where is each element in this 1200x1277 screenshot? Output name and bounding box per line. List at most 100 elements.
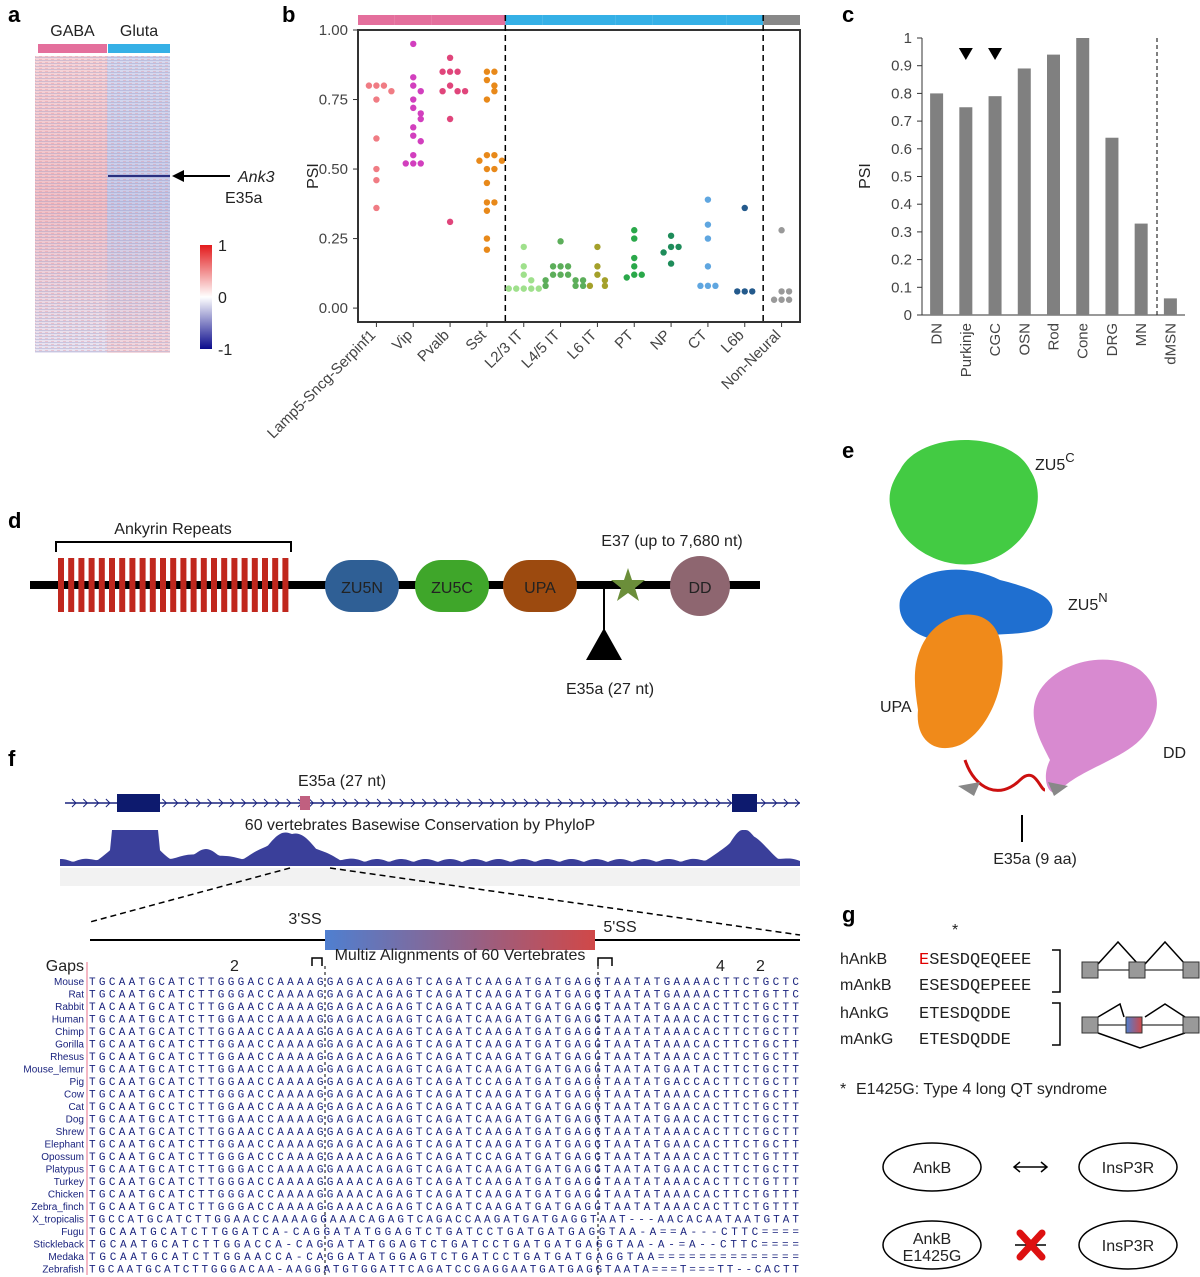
chevron [331,798,337,808]
exon [732,794,757,812]
bar [959,107,973,315]
gap-mark: 2 [756,958,765,975]
y-tick-label: 0.5 [891,169,912,186]
point [483,179,491,187]
species: Elephant [45,1140,85,1151]
point [491,68,498,75]
point [572,282,579,290]
point [446,218,454,226]
chevron [772,798,778,808]
point [704,196,712,203]
point [535,285,542,292]
group-bar [652,15,690,25]
point [417,110,424,117]
point [778,288,785,295]
point [528,285,535,292]
point [483,151,491,159]
heatmap-panel [35,56,230,353]
bracket [1052,949,1061,1046]
seq-name: mAnkG [840,1031,893,1048]
panel-label: e [842,438,854,463]
point [410,160,417,167]
point [631,235,638,242]
point [373,176,380,184]
point [741,288,748,295]
chevron [365,798,371,808]
chevron [252,798,258,808]
asterisk: * [952,922,958,939]
point [410,96,417,103]
x-tick-label: L4/5 IT [518,327,563,372]
repeat [190,558,197,612]
x-tick-label: Vip [389,327,416,354]
splice [1097,940,1186,965]
repeat [139,558,146,612]
chevron [173,798,179,808]
x-tick-label: L6 IT [564,327,600,363]
chevron [693,798,699,808]
species: Dog [66,1115,84,1126]
species: Zebra_finch [31,1202,84,1213]
sequence: TACAATGCATCTTGGAACCAAAAGGAGACAGAGTCAGATC… [89,1002,799,1014]
bar [1076,38,1090,315]
repeat [68,558,75,612]
species: Rhesus [50,1052,84,1063]
point [410,40,417,48]
y-tick-label: 0.7 [891,113,912,130]
upa-domain [914,614,1003,749]
repeat [211,558,217,612]
chevron [591,798,597,808]
node-label: AnkB [913,1231,951,1248]
sequence: ESESDQEPEEE [919,977,1031,996]
point [483,207,491,214]
arrow-head [172,170,184,182]
x-tick-label: Sst [462,326,490,354]
point [623,274,630,281]
x-tick-label: Lamp5-Sncg-Serpinf1 [264,327,379,442]
x-tick-label: dMSN [1162,323,1179,365]
node-label: InsP3R [1102,1238,1154,1255]
point [631,263,638,270]
point [483,96,491,103]
exon-diagrams [882,940,1200,1270]
x-tick-label: DRG [1104,323,1121,356]
point [594,263,601,270]
blocked [1016,1229,1046,1261]
group-bar [394,15,432,25]
chevron [105,798,111,808]
point [601,282,609,290]
sequence: TGCAATGCATCTTGGAACCAAAAGGAGACAGAGTCAGATC… [89,1052,799,1064]
exon-label: E35a (27 nt) [298,773,386,790]
point [373,82,380,89]
chevron [184,798,190,808]
point [586,282,594,290]
repeat [180,558,187,612]
species: Turkey [54,1177,84,1188]
sequence: ETESDQDDE [919,1031,1011,1050]
species: Pig [70,1077,84,1088]
sequence: TGCAATGCATCTTGGAACCAAAAGGAGACAGAGTCAGATC… [89,1140,799,1152]
repeat [241,558,248,612]
point [417,138,424,145]
species: Gorilla [55,1040,84,1051]
point [564,263,572,270]
ss-label: 5'SS [603,919,636,936]
chevron [783,798,789,808]
y-tick-label: 0.75 [319,92,348,109]
point [491,165,498,173]
bar [1163,298,1177,315]
point [402,160,409,167]
zu5n-domain [899,569,1053,641]
point [785,288,793,295]
group-bar [431,15,469,25]
chevron [421,798,428,808]
repeats [58,558,289,612]
x-tick-label: Purkinje [958,323,975,377]
domain-label: ZU5N [341,580,383,597]
species: Rabbit [55,1002,84,1013]
point [520,243,527,251]
chevron [455,798,461,808]
exon-bar [325,930,595,950]
point [631,271,638,278]
track-label: 60 vertebrates Basewise Conservation by … [245,817,595,834]
